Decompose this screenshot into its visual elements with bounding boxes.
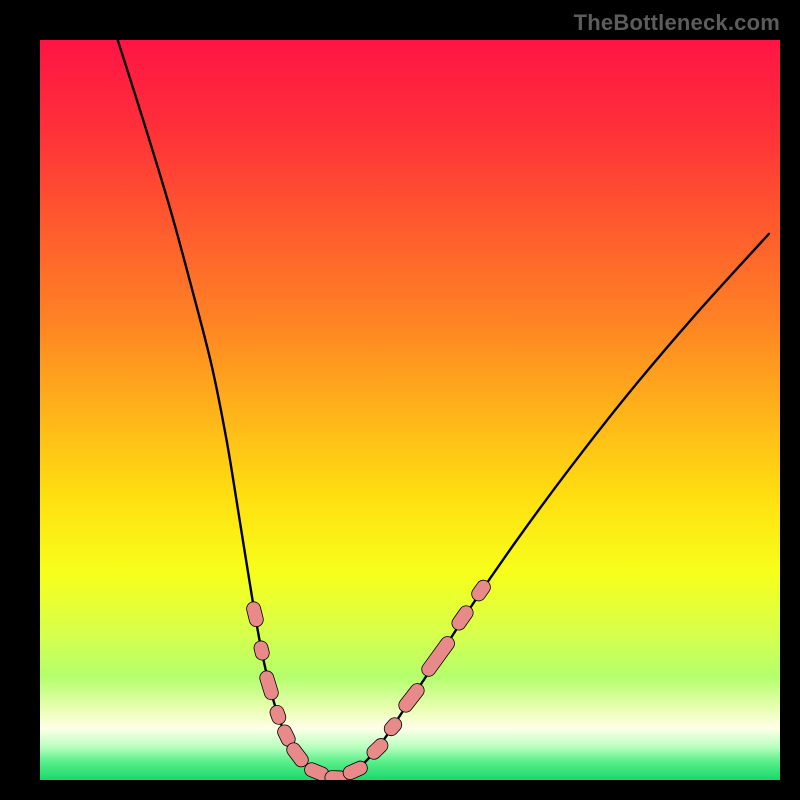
plot-area [40, 40, 780, 780]
pink-marker [253, 639, 271, 661]
pink-marker [258, 669, 280, 701]
pink-marker [381, 715, 404, 739]
pink-marker [245, 600, 265, 628]
curve-layer [40, 40, 780, 780]
pink-marker [268, 703, 288, 726]
v-curve-path [118, 40, 769, 779]
pink-marker-group [245, 577, 493, 780]
pink-marker [419, 634, 457, 679]
pink-marker [396, 681, 427, 715]
watermark-text: TheBottleneck.com [574, 10, 780, 36]
chart-stage: TheBottleneck.com [0, 0, 800, 800]
